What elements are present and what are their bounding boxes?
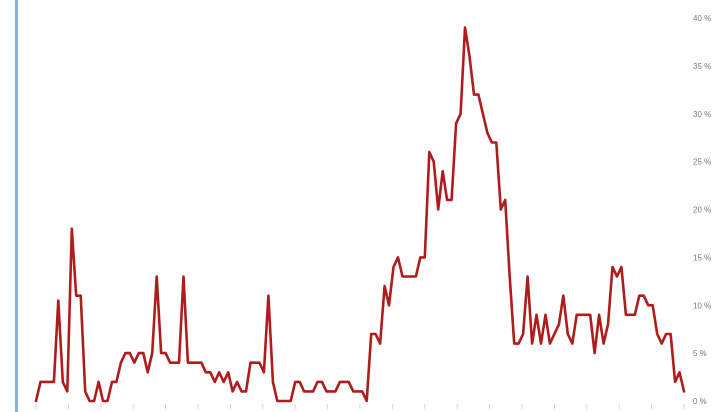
y-tick-label: 35 %	[693, 62, 711, 71]
y-tick-label: 5 %	[693, 349, 707, 358]
y-tick-label: 30 %	[693, 110, 711, 119]
y-tick-label: 0 %	[693, 397, 707, 406]
series-layer	[34, 26, 686, 403]
y-axis-ticks: 0 % 5 % 10 % 15 % 20 % 25 % 30 % 35 % 40 %	[693, 14, 711, 406]
y-tick-label: 40 %	[693, 14, 711, 23]
series-line	[34, 26, 686, 403]
y-tick-label: 15 %	[693, 253, 711, 262]
y-tick-label: 10 %	[693, 301, 711, 310]
x-axis-ticks	[35, 404, 685, 409]
y-tick-label: 20 %	[693, 206, 711, 215]
left-border	[15, 0, 18, 412]
y-tick-label: 25 %	[693, 158, 711, 167]
